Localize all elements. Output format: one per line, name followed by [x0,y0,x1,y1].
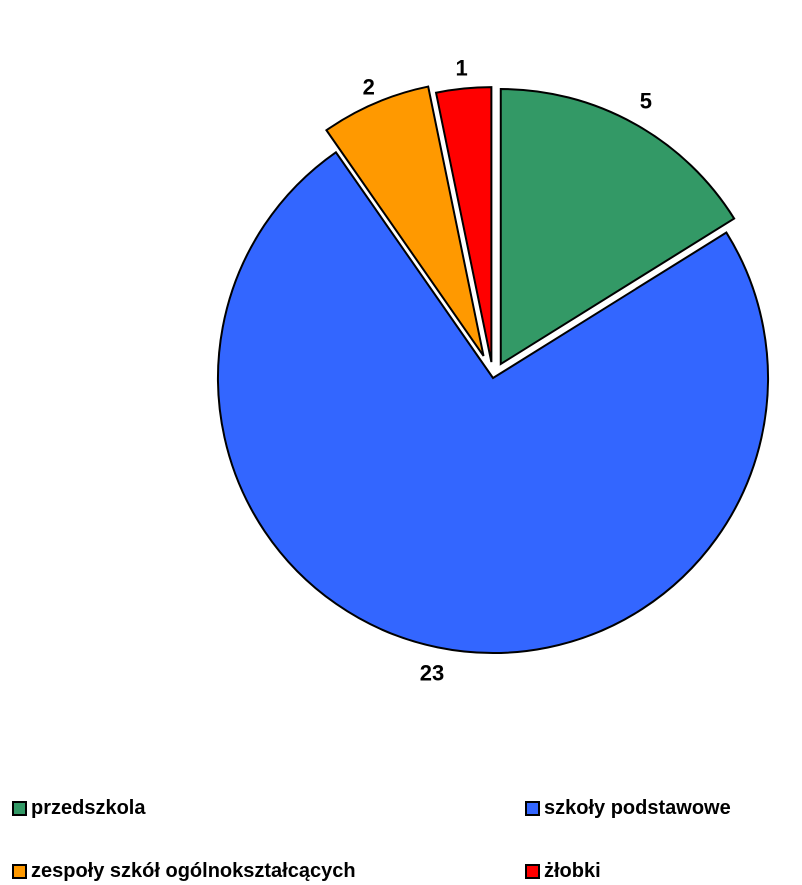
legend-swatch-szkoly-podstawowe [525,801,540,816]
legend-label-przedszkola: przedszkola [31,797,146,819]
legend-swatch-zlobki [525,864,540,879]
pie-slice-zespoly-szkol-ogolnoksztalcacych [325,85,485,357]
legend-item-przedszkola: przedszkola [12,797,145,820]
legend-item-zlobki: żłobki [525,860,601,883]
legend-item-zespoly-szkol: zespoły szkół ogólnokształcących [12,860,356,883]
legend-label-szkoly-podstawowe: szkoły podstawowe [544,797,731,819]
data-label-zespoly-szkol-ogolnoksztalcacych: 2 [363,74,375,99]
legend-label-zlobki: żłobki [544,860,601,882]
data-label-zlobki: 1 [456,55,468,80]
pie-slice-szkoly-podstawowe [217,150,769,654]
legend-swatch-przedszkola [12,801,27,816]
legend-swatch-zespoly-szkol [12,864,27,879]
pie-chart: 5 23 2 1 [217,55,769,686]
data-label-szkoly-podstawowe: 23 [420,661,444,686]
legend-item-szkoly-podstawowe: szkoły podstawowe [525,797,731,820]
pie-slice-zlobki [434,86,493,363]
legend-label-zespoly-szkol: zespoły szkół ogólnokształcących [31,860,356,882]
data-label-przedszkola: 5 [640,88,652,113]
pie-slice-przedszkola [499,88,736,366]
